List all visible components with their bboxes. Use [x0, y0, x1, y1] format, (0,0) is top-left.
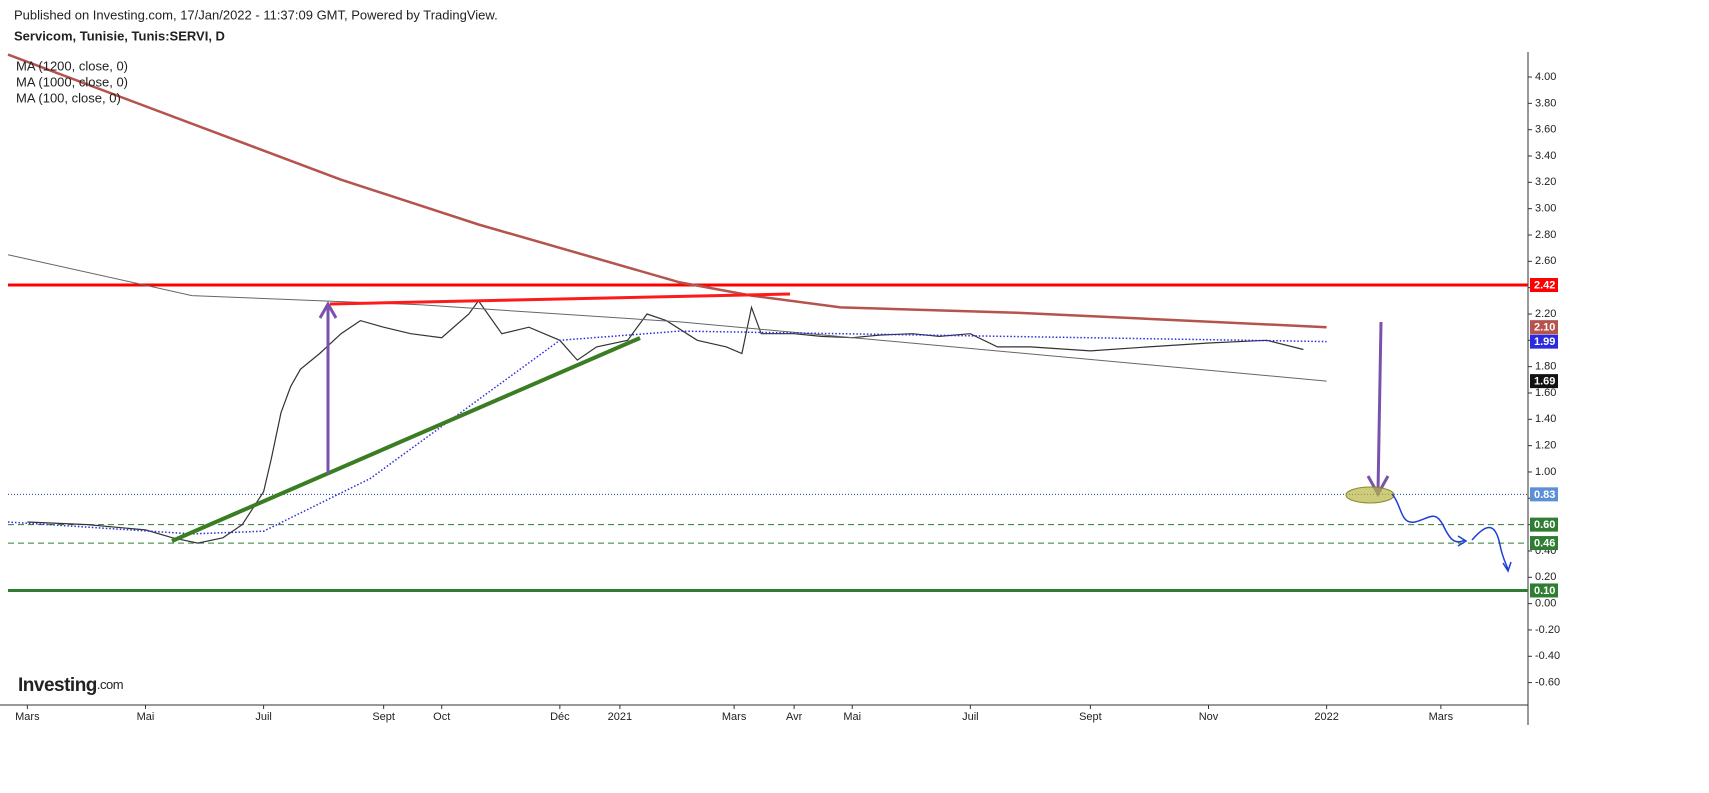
y-tick-label: 3.60	[1535, 124, 1556, 136]
x-tick-label: 2021	[608, 711, 632, 723]
price-tag	[1530, 278, 1558, 293]
price-tag-label: 1.69	[1534, 376, 1555, 388]
y-tick-label: 1.80	[1535, 361, 1556, 373]
price-tag-label: 0.83	[1534, 489, 1555, 501]
y-tick-label: 2.20	[1535, 308, 1556, 320]
x-tick-label: Déc	[550, 711, 570, 723]
projection	[1471, 526, 1509, 571]
x-tick-label: Mars	[15, 711, 40, 723]
y-tick-label: 0.00	[1535, 598, 1556, 610]
price-tag-label: 0.60	[1534, 519, 1555, 531]
x-tick-label: Mai	[137, 711, 155, 723]
y-tick-label: 1.20	[1535, 440, 1556, 452]
logo-suffix: .com	[97, 677, 123, 692]
price-tag	[1530, 374, 1558, 389]
series-line	[27, 299, 1304, 544]
arrow	[1376, 321, 1383, 493]
header: Published on Investing.com, 17/Jan/2022 …	[14, 7, 498, 22]
y-tick-label: 0.20	[1535, 571, 1556, 583]
arrow-head	[318, 300, 338, 319]
price-tag-label: 2.10	[1534, 322, 1555, 334]
legend-entry: MA (1000, close, 0)	[16, 74, 128, 89]
trendline	[329, 292, 791, 306]
drawings	[171, 292, 1512, 573]
price-tag-label: 0.46	[1534, 537, 1555, 549]
x-tick-label: Sept	[372, 711, 395, 723]
projection	[1391, 493, 1466, 543]
logo-word: Investing	[18, 675, 97, 696]
highlight	[1345, 486, 1395, 504]
y-tick-label: 4.00	[1535, 71, 1556, 83]
series-line	[7, 330, 1327, 535]
price-tag-label: 1.99	[1534, 336, 1555, 348]
series-line	[7, 53, 1327, 329]
legend-entry: MA (100, close, 0)	[16, 90, 121, 105]
y-tick-label: 3.20	[1535, 176, 1556, 188]
legend-entry: MA (1200, close, 0)	[16, 58, 128, 73]
price-tag	[1530, 536, 1558, 551]
price-tag	[1530, 334, 1558, 349]
y-tick-label: -0.40	[1535, 650, 1560, 662]
price-tag	[1530, 517, 1558, 532]
x-tick-label: 2022	[1314, 711, 1338, 723]
price-tag	[1530, 487, 1558, 502]
x-tick-label: Mars	[722, 711, 747, 723]
y-tick-label: 1.40	[1535, 413, 1556, 425]
y-tick-label: 3.00	[1535, 203, 1556, 215]
y-tick-label: -0.20	[1535, 624, 1560, 636]
price-tag-label: 0.10	[1534, 585, 1555, 597]
x-tick-label: Avr	[786, 711, 803, 723]
logo: Investing.com	[18, 675, 123, 696]
x-tick-label: Mai	[843, 711, 861, 723]
trendline	[171, 336, 641, 543]
x-tick-label: Juil	[255, 711, 272, 723]
arrow-head	[1502, 561, 1512, 573]
x-tick-label: Mars	[1429, 711, 1454, 723]
y-tick-label: 3.80	[1535, 97, 1556, 109]
price-tag	[1530, 320, 1558, 335]
x-tick-label: Oct	[433, 711, 450, 723]
arrow-head	[1457, 535, 1468, 547]
y-tick-label: 2.80	[1535, 229, 1556, 241]
series-line	[7, 254, 1327, 382]
y-tick-label: 1.60	[1535, 387, 1556, 399]
x-tick-label: Juil	[962, 711, 979, 723]
price-tag-label: 2.42	[1534, 279, 1555, 291]
y-tick-label: 1.00	[1535, 466, 1556, 478]
chart-title: Servicom, Tunisie, Tunis:SERVI, D	[14, 28, 225, 43]
price-tag	[1530, 583, 1558, 598]
y-tick-label: -0.60	[1535, 677, 1560, 689]
y-tick-label: 3.40	[1535, 150, 1556, 162]
x-tick-label: Sept	[1079, 711, 1102, 723]
y-tick-label: 2.60	[1535, 255, 1556, 267]
x-tick-label: Nov	[1199, 711, 1219, 723]
